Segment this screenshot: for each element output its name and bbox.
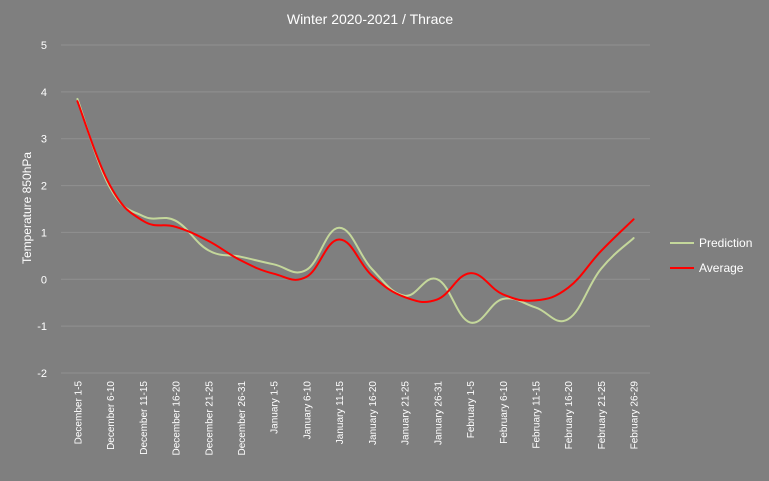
x-tick-label: February 6-10 (499, 381, 510, 444)
y-axis-ticks: -2 -1 0 1 2 3 4 5 (37, 40, 47, 380)
x-tick-label: December 1-5 (73, 381, 84, 445)
x-tick-label: December 26-31 (237, 381, 248, 456)
series-lines (76, 97, 635, 324)
x-tick-label: February 21-25 (597, 381, 608, 450)
x-tick-label: January 6-10 (302, 381, 313, 440)
x-tick-label: December 21-25 (204, 381, 215, 456)
y-tick-label: 3 (41, 134, 47, 146)
y-axis-label: Temperature 850hPa (20, 152, 34, 264)
gridlines (61, 44, 650, 374)
y-tick-label: -2 (37, 368, 47, 380)
x-tick-label: January 1-5 (270, 381, 281, 434)
x-tick-label: January 21-25 (401, 381, 412, 445)
x-axis-ticks: December 1-5 December 6-10 December 11-15 D… (73, 381, 640, 456)
y-tick-label: 1 (41, 227, 47, 239)
x-tick-label: January 11-15 (335, 381, 346, 445)
x-tick-label: December 11-15 (139, 381, 150, 455)
y-tick-label: 2 (41, 181, 47, 193)
chart-title: Winter 2020-2021 / Thrace (287, 11, 453, 27)
series-line-average (76, 100, 635, 304)
x-tick-label: February 1-5 (466, 381, 477, 439)
legend-label-prediction: Prediction (699, 236, 752, 250)
x-tick-label: January 16-20 (368, 381, 379, 445)
x-tick-label: January 26-31 (433, 381, 444, 445)
series-line-prediction (76, 97, 635, 324)
y-tick-label: 0 (41, 274, 47, 286)
x-tick-label: February 16-20 (564, 381, 575, 450)
legend-label-average: Average (699, 261, 744, 275)
y-tick-label: -1 (37, 321, 47, 333)
x-tick-label: December 16-20 (172, 381, 183, 456)
x-tick-label: February 26-29 (630, 381, 641, 450)
y-tick-label: 4 (41, 87, 47, 99)
legend: Prediction Average (670, 236, 752, 275)
x-tick-label: December 6-10 (106, 381, 117, 450)
y-tick-label: 5 (41, 40, 47, 52)
x-tick-label: February 11-15 (531, 381, 542, 449)
